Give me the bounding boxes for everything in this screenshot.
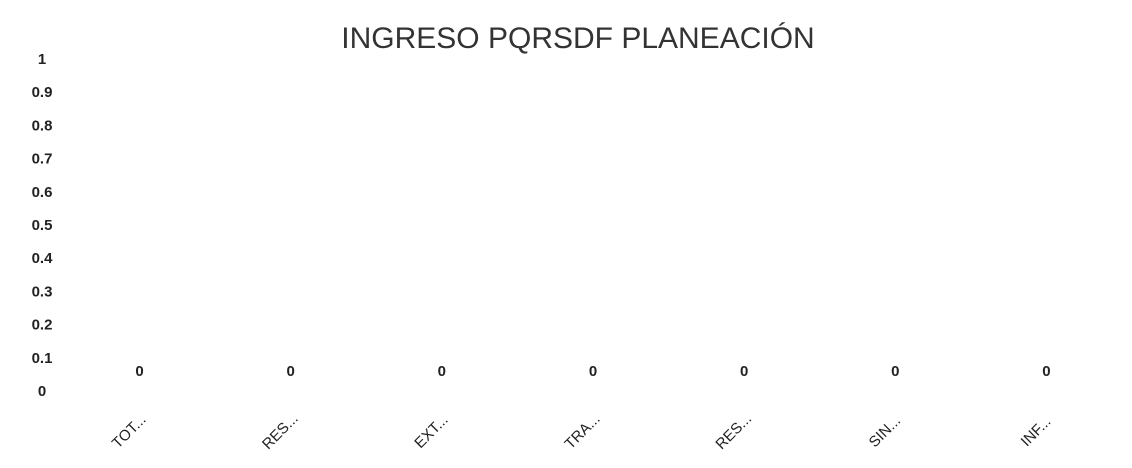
x-tick-label: EXT... (411, 411, 451, 451)
y-tick-label: 0.3 (32, 283, 53, 300)
y-tick-label: 1 (38, 51, 46, 68)
y-tick-label: 0.7 (32, 151, 53, 168)
x-tick-label: INF... (1018, 413, 1055, 450)
x-tick-label: RES... (259, 410, 302, 453)
y-tick-label: 0 (38, 383, 46, 400)
y-tick-label: 0.5 (32, 217, 53, 234)
data-label: 0 (589, 363, 597, 380)
chart-title: INGRESO PQRSDF PLANEACIÓN (341, 22, 814, 55)
data-label: 0 (1042, 363, 1050, 380)
x-tick-label: RES... (712, 410, 755, 453)
data-label: 0 (287, 363, 295, 380)
y-tick-label: 0.8 (32, 117, 53, 134)
y-tick-label: 0.2 (32, 317, 53, 334)
x-tick-label: TOT... (109, 411, 150, 452)
data-label: 0 (135, 363, 143, 380)
y-tick-label: 0.4 (32, 250, 54, 267)
data-label: 0 (891, 363, 899, 380)
data-label: 0 (740, 363, 748, 380)
x-tick-label: SIN... (866, 412, 905, 451)
y-tick-label: 0.1 (32, 350, 53, 367)
y-tick-label: 0.9 (32, 84, 53, 101)
data-label: 0 (438, 363, 446, 380)
y-tick-label: 0.6 (32, 184, 53, 201)
x-tick-label: TRA... (562, 411, 604, 453)
